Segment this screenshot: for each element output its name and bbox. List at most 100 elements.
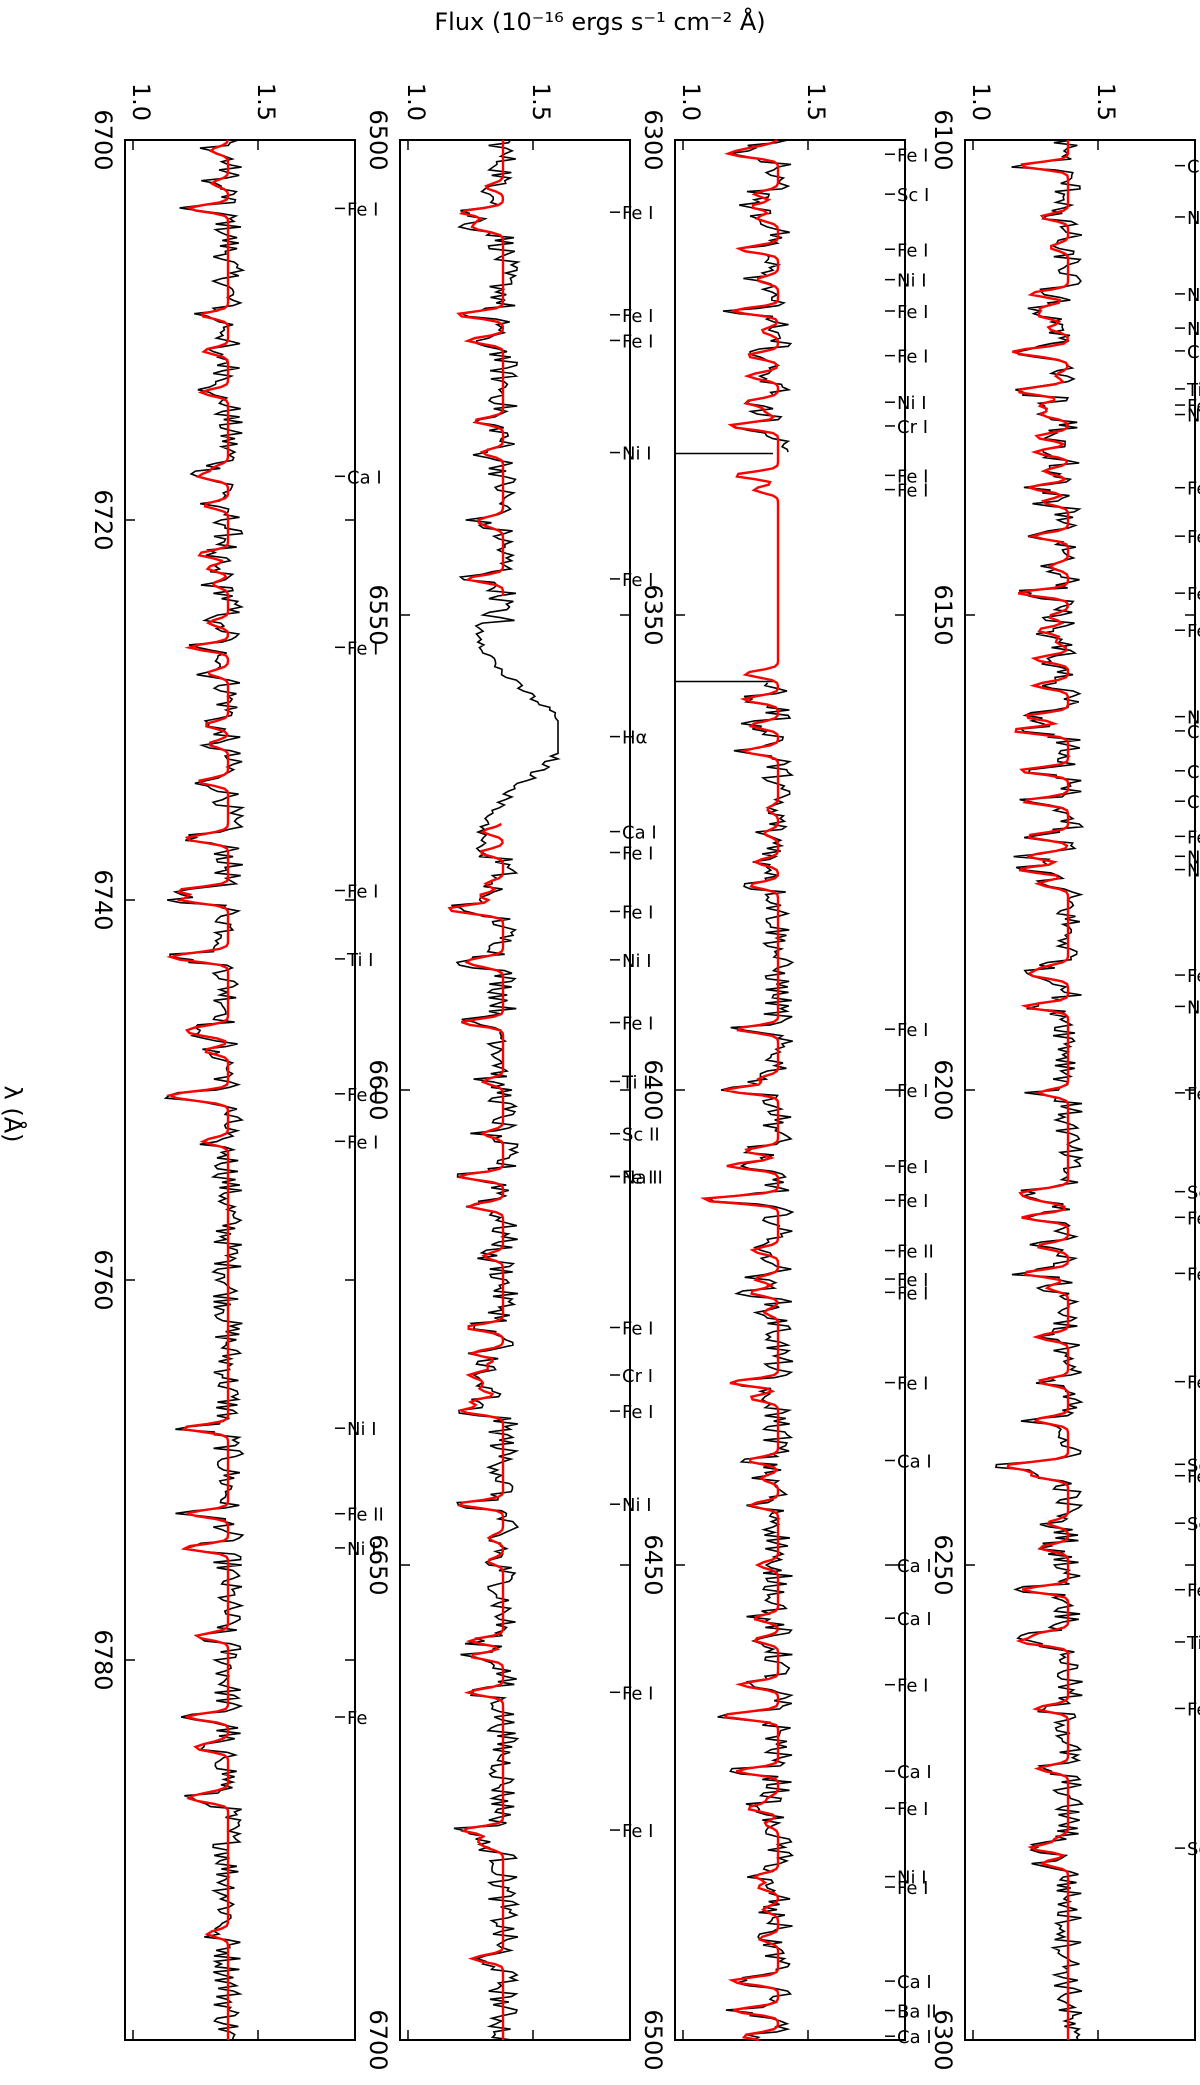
line-id-label: Sc I [1187,1183,1200,1204]
wavelength-tick-label: 6350 [639,584,667,645]
line-id-label: Fe I [347,199,378,220]
line-id-label: Fe II [897,1242,934,1263]
model-spectrum-line [1006,140,1070,2040]
line-id-label: Ni I [1187,847,1200,868]
line-id-label: Fe I [897,1676,928,1697]
wavelength-tick-label: 6300 [639,109,667,170]
line-id-label: Ca I [1187,342,1200,363]
line-id-label: Ni I [347,1419,377,1440]
wavelength-tick-label: 6700 [89,109,117,170]
line-id-label: Sc II [1187,1514,1200,1535]
panel-1: 6700 6720 6740 6760 6780 1.0 1.5 Fe I Ca I Fe I Fe… [89,83,384,2041]
line-id-label: Fe I [347,882,378,903]
flux-tick-label: 1.5 [802,83,830,121]
line-id-label: Ni I [1187,406,1200,427]
line-id-label: Ca I [622,823,657,844]
line-id-label: Ca I [897,1452,932,1473]
line-id-label: Fe I [622,1821,653,1842]
line-id-label: Fe I [1187,584,1200,605]
line-id-label: Ca I [1187,792,1200,813]
line-id-label: Fe I [1187,1699,1200,1720]
line-id-label: Fe I [897,1270,928,1291]
line-id-label: Fe I [622,1319,653,1340]
line-id-label: Ni I [1187,319,1200,340]
line-id-label: Fe I [1187,1264,1200,1285]
line-id-label: Fe I [1187,479,1200,500]
model-spectrum-line [447,140,505,2040]
line-id-label: Fe I [1187,527,1200,548]
line-id-label: Ni I [1187,285,1200,306]
flux-tick-label: 1.0 [677,83,705,121]
line-id-label: Fe I [622,1683,653,1704]
line-id-label: Ca I [897,1556,932,1577]
line-id-label: Cr I [622,1366,653,1387]
line-id-label: Fe I [897,1081,928,1102]
model-spectrum-line [700,138,780,2042]
line-id-label: Fe II [347,1505,384,1526]
line-id-label: Ca I [1187,762,1200,783]
line-id-label: Fe I [347,1132,378,1153]
line-id-label: Fe I [622,902,653,923]
line-id-label: Fe I [1187,966,1200,987]
flux-tick-label: 1.0 [967,83,995,121]
line-id-label: Fe [347,1708,367,1729]
line-id-label: Fe I [897,240,928,261]
line-id-label: Fe I [897,1283,928,1304]
line-id-label: Ca I [347,467,382,488]
wavelength-tick-label: 6760 [89,1249,117,1310]
line-id-label: Fe I [897,466,928,487]
line-id-label: Ca I [897,1609,932,1630]
panel-2: 6500 6550 6600 6650 6700 1.0 1.5 Fe I Fe I Fe I Ni… [364,83,663,2071]
line-id-label: Fe I [1187,1581,1200,1602]
line-id-label: Sc I [897,185,929,206]
line-id-label: Ti I [1186,1633,1200,1654]
line-id-label: Ca I [1187,722,1200,743]
line-id-label: Na I [1187,708,1200,729]
line-id-label: Sc I [1187,1455,1200,1476]
flux-tick-label: 1.5 [1092,83,1120,121]
line-id-label: Fe I [622,203,653,224]
panel-frame [124,139,356,2041]
wavelength-axis-title: λ (Å) [0,1085,27,1143]
line-id-label: Fe I [622,844,653,865]
wavelength-tick-label: 6450 [639,1534,667,1595]
wavelength-tick-label: 6780 [89,1629,117,1690]
line-id-label: Sc II [1187,1839,1200,1860]
line-id-label: Fe I [897,1374,928,1395]
line-id-label: Ca I [897,2027,932,2048]
line-id-label: Fe I [622,1014,653,1035]
line-id-label: Ni I [622,951,652,972]
line-id-label: Cr I [897,417,928,438]
line-id-label: Fe I [897,302,928,323]
wavelength-tick-label: 6720 [89,489,117,550]
line-id-label: Ti I [621,1072,648,1093]
wavelength-tick-label: 6300 [929,2009,957,2070]
flux-tick-label: 1.5 [527,83,555,121]
wavelength-tick-label: 6150 [929,584,957,645]
line-id-label: Fe I [347,638,378,659]
wavelength-tick-label: 6700 [364,2009,392,2070]
flux-axis-title: Flux (10⁻¹⁶ ergs s⁻¹ cm⁻² Å) [0,8,1200,36]
wavelength-tick-label: 6500 [639,2009,667,2070]
line-id-label: Fe I [897,1878,928,1899]
observed-spectrum-line [451,139,561,2041]
line-id-label: Fe I [1187,396,1200,417]
flux-tick-label: 1.0 [127,83,155,121]
line-id-label: Fe I [897,1799,928,1820]
wavelength-tick-label: 6550 [364,584,392,645]
line-id-label: Ti I [346,950,373,971]
wavelength-tick-label: 6650 [364,1534,392,1595]
line-id-label: Fe I [897,347,928,368]
line-id-label: Na II [622,1167,663,1188]
line-id-label: Fe I [622,331,653,352]
line-id-label: Fe I [622,1167,653,1188]
line-id-label: Fe I [622,1402,653,1423]
line-id-label: Fe I [1187,1467,1200,1488]
line-id-label: Ni I [897,393,927,414]
line-id-label: Fe I [347,1085,378,1106]
panel-frame [399,139,631,2041]
line-id-label: Fe I [897,481,928,502]
